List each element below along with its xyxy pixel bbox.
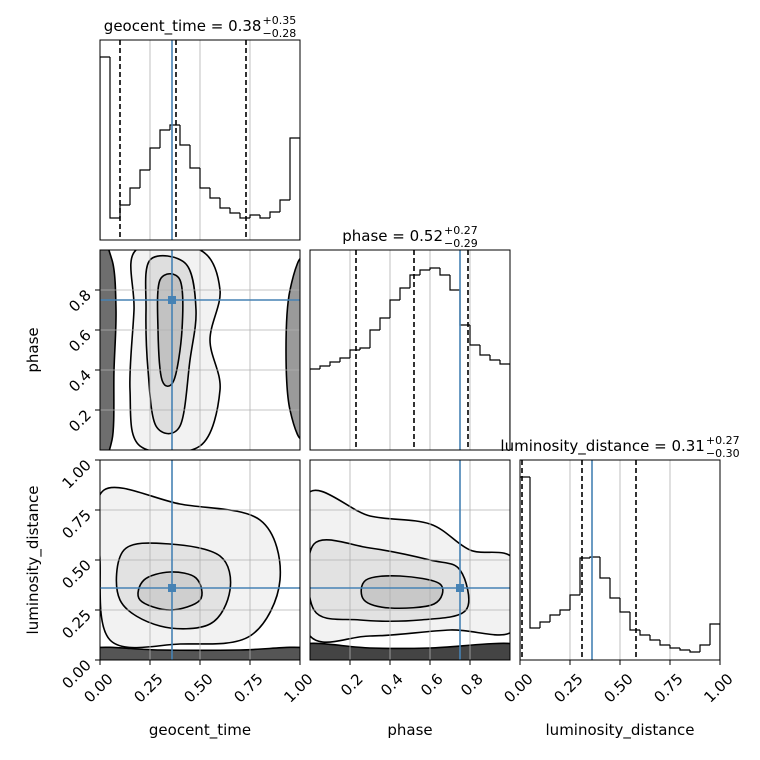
title-sup: +0.27 bbox=[706, 434, 740, 447]
histogram-step bbox=[419, 269, 430, 275]
contour bbox=[360, 574, 444, 610]
density-panel bbox=[100, 250, 300, 450]
histogram-step bbox=[159, 129, 170, 148]
histogram-step bbox=[689, 650, 700, 653]
title-sub: −0.30 bbox=[706, 447, 740, 460]
title-sub: −0.29 bbox=[444, 237, 478, 250]
histogram-step bbox=[219, 198, 230, 209]
histogram-step bbox=[669, 645, 680, 649]
histogram-step bbox=[549, 614, 560, 622]
histogram-step bbox=[229, 208, 240, 214]
title-main: geocent_time = 0.38 bbox=[104, 17, 262, 36]
histogram-panel bbox=[100, 40, 300, 240]
histogram-title: geocent_time = 0.38+0.35 −0.28 bbox=[104, 14, 296, 40]
histogram-step bbox=[209, 188, 220, 199]
histogram-step bbox=[479, 345, 490, 356]
histogram-step bbox=[649, 635, 660, 641]
histogram-step bbox=[709, 623, 720, 660]
histogram-step bbox=[189, 145, 200, 169]
histogram-step bbox=[249, 214, 260, 218]
histogram-step bbox=[389, 299, 400, 318]
density-panel bbox=[100, 460, 300, 660]
histogram-step bbox=[179, 125, 190, 146]
histogram-step bbox=[679, 648, 690, 651]
histogram-panel bbox=[310, 250, 510, 450]
histogram-step bbox=[699, 644, 710, 652]
histogram-step bbox=[289, 137, 300, 240]
truth-marker bbox=[168, 296, 176, 304]
contour bbox=[285, 257, 300, 440]
histogram-step bbox=[100, 56, 110, 240]
histogram-step bbox=[259, 215, 270, 219]
histogram-step bbox=[520, 476, 530, 660]
histogram-step bbox=[489, 355, 500, 361]
histogram-step bbox=[659, 640, 670, 646]
density-panel bbox=[310, 460, 510, 660]
x-axis-label: luminosity_distance bbox=[546, 721, 695, 740]
histogram-title: luminosity_distance = 0.31+0.27 −0.30 bbox=[500, 434, 739, 460]
panel-frame bbox=[309, 459, 511, 661]
histogram-step bbox=[409, 274, 420, 288]
histogram-step bbox=[539, 621, 550, 628]
histogram-step bbox=[149, 147, 160, 170]
title-sup: +0.35 bbox=[262, 14, 296, 27]
title-sub: −0.28 bbox=[262, 27, 296, 40]
histogram-step bbox=[469, 325, 480, 346]
x-axis-label: phase bbox=[387, 721, 432, 739]
histogram-step bbox=[369, 329, 380, 348]
histogram-step bbox=[559, 609, 570, 615]
title-main: luminosity_distance = 0.31 bbox=[500, 437, 704, 456]
histogram-step bbox=[319, 365, 330, 369]
truth-marker bbox=[168, 584, 176, 592]
y-axis-label: luminosity_distance bbox=[24, 486, 43, 635]
histogram-panel bbox=[520, 460, 720, 660]
histogram-step bbox=[429, 267, 440, 270]
histogram-step bbox=[359, 347, 370, 350]
truth-marker bbox=[456, 584, 464, 592]
title-sup: +0.27 bbox=[444, 224, 478, 237]
histogram-step bbox=[399, 287, 410, 300]
histogram-step bbox=[599, 557, 610, 579]
histogram-step bbox=[199, 168, 210, 189]
histogram-step bbox=[329, 361, 340, 366]
histogram-step bbox=[609, 578, 620, 599]
histogram-step bbox=[279, 199, 290, 212]
histogram-step bbox=[109, 57, 120, 219]
histogram-step bbox=[269, 211, 280, 218]
histogram-step bbox=[439, 268, 450, 276]
histogram-step bbox=[569, 594, 580, 610]
histogram-step bbox=[589, 556, 600, 558]
histogram-step bbox=[129, 187, 140, 205]
histogram-step bbox=[529, 477, 540, 629]
histogram-step bbox=[619, 598, 630, 613]
histogram-step bbox=[139, 169, 150, 188]
histogram-step bbox=[579, 557, 590, 595]
histogram-step bbox=[639, 630, 650, 636]
title-main: phase = 0.52 bbox=[342, 227, 443, 245]
histogram-step bbox=[449, 275, 460, 291]
x-axis-label: geocent_time bbox=[149, 721, 251, 740]
panel-frame bbox=[99, 39, 301, 241]
histogram-step bbox=[379, 317, 390, 330]
panel-frame bbox=[309, 249, 511, 451]
panel-frame bbox=[99, 249, 301, 451]
histogram-step bbox=[339, 357, 350, 362]
y-axis-label: phase bbox=[24, 327, 42, 372]
histogram-step bbox=[310, 368, 320, 450]
histogram-title: phase = 0.52+0.27 −0.29 bbox=[342, 224, 478, 250]
histogram-step bbox=[499, 360, 510, 450]
